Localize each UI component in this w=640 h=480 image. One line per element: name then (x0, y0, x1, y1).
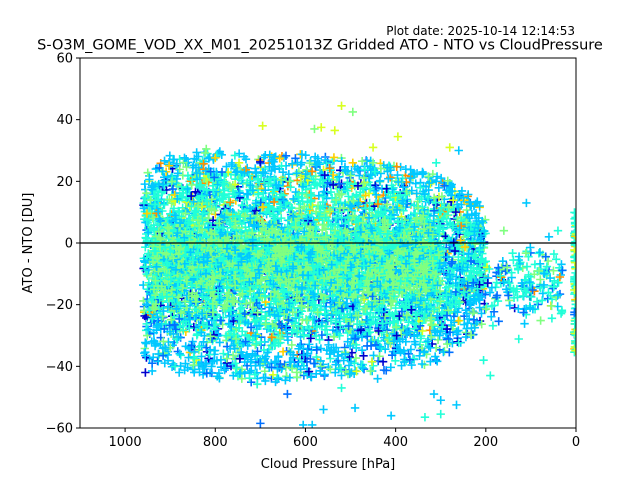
data-point (236, 304, 245, 314)
scatter-points (139, 101, 576, 428)
data-point (415, 321, 425, 331)
data-point (261, 311, 270, 321)
plot-date-subtitle: Plot date: 2025-10-14 12:14:53 (386, 24, 575, 38)
data-point (256, 337, 265, 347)
chart-title: S-O3M_GOME_VOD_XX_M01_20251013Z Gridded … (37, 38, 603, 54)
